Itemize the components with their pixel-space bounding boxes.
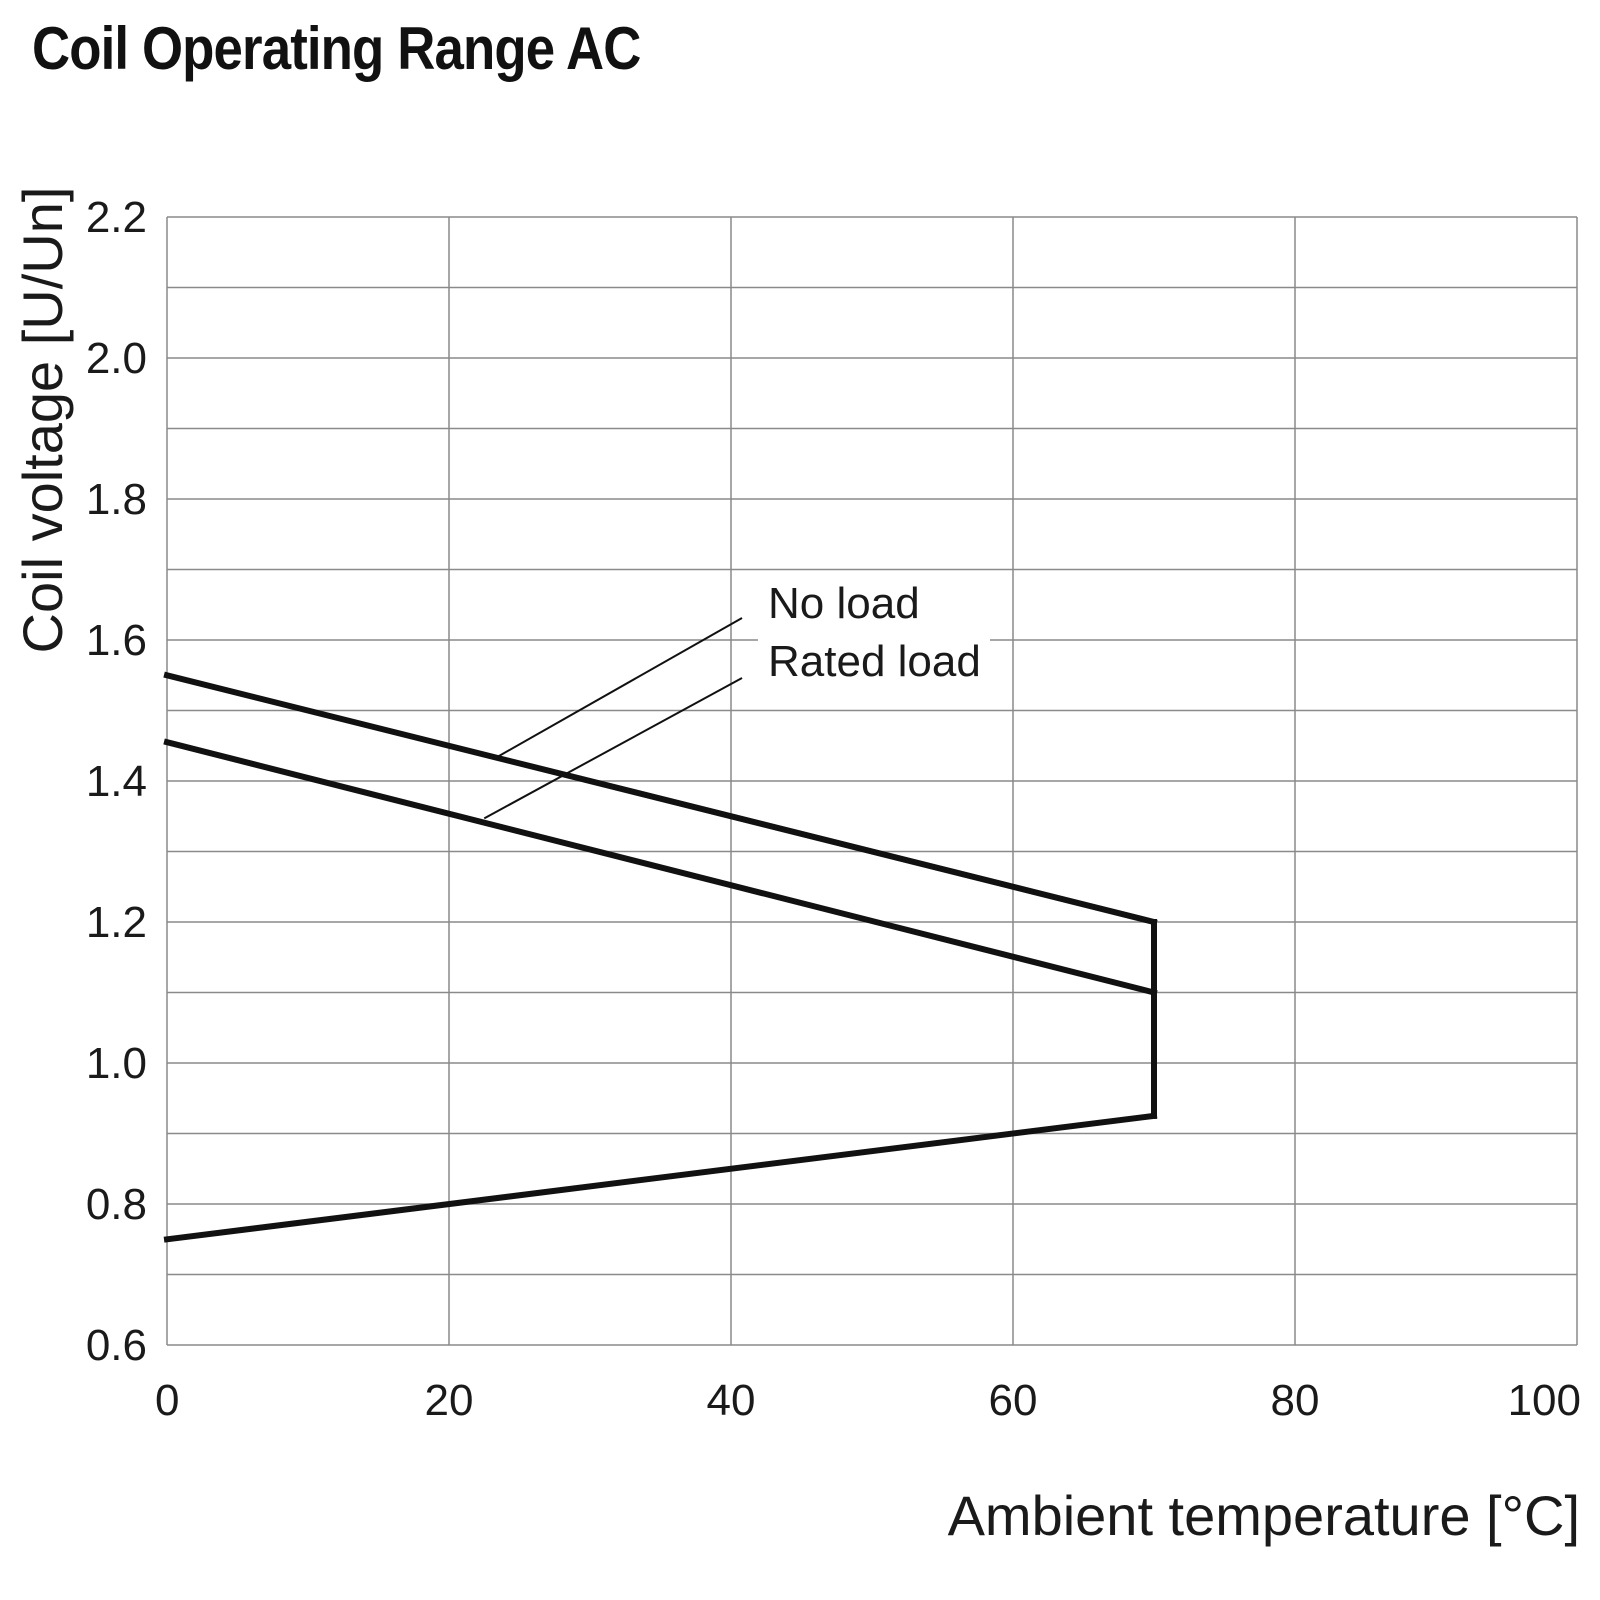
- annotation-leader-1: [483, 677, 743, 820]
- y-tick-label: 0.6: [86, 1321, 147, 1370]
- x-tick-label: 0: [155, 1376, 179, 1425]
- y-axis-label: Coil voltage [U/Un]: [11, 187, 74, 654]
- chart-title: Coil Operating Range AC: [32, 15, 641, 82]
- annotation-leader-0: [497, 617, 743, 758]
- y-tick-label: 2.2: [86, 193, 147, 242]
- x-tick-label: 80: [1271, 1376, 1320, 1425]
- tick-labels: 0 20 40 60 80 100 0.6 0.8 1.0 1.2 1.4 1.6 1.8 2.0 2.2: [86, 193, 1581, 1425]
- y-tick-label: 1.4: [86, 757, 147, 806]
- x-tick-label: 20: [425, 1376, 474, 1425]
- y-tick-label: 1.6: [86, 616, 147, 665]
- annotation-leaders: [483, 572, 990, 820]
- x-tick-label: 100: [1508, 1376, 1581, 1425]
- series-line-0: [163, 671, 1158, 926]
- y-tick-label: 0.8: [86, 1180, 147, 1229]
- annotation-label: No load: [768, 579, 920, 628]
- x-tick-label: 40: [707, 1376, 756, 1425]
- series-line-2: [163, 1112, 1158, 1243]
- x-tick-label: 60: [989, 1376, 1038, 1425]
- y-tick-label: 1.8: [86, 475, 147, 524]
- annotation-labels: No load Rated load: [768, 579, 981, 686]
- x-axis-label: Ambient temperature [°C]: [948, 1484, 1580, 1547]
- annotation-background: [758, 572, 990, 690]
- grid: [166, 216, 1578, 1346]
- series-lines: [163, 671, 1158, 1243]
- y-tick-label: 2.0: [86, 334, 147, 383]
- annotation-label: Rated load: [768, 637, 981, 686]
- y-tick-label: 1.2: [86, 898, 147, 947]
- y-tick-label: 1.0: [86, 1039, 147, 1088]
- series-line-1: [163, 738, 1158, 997]
